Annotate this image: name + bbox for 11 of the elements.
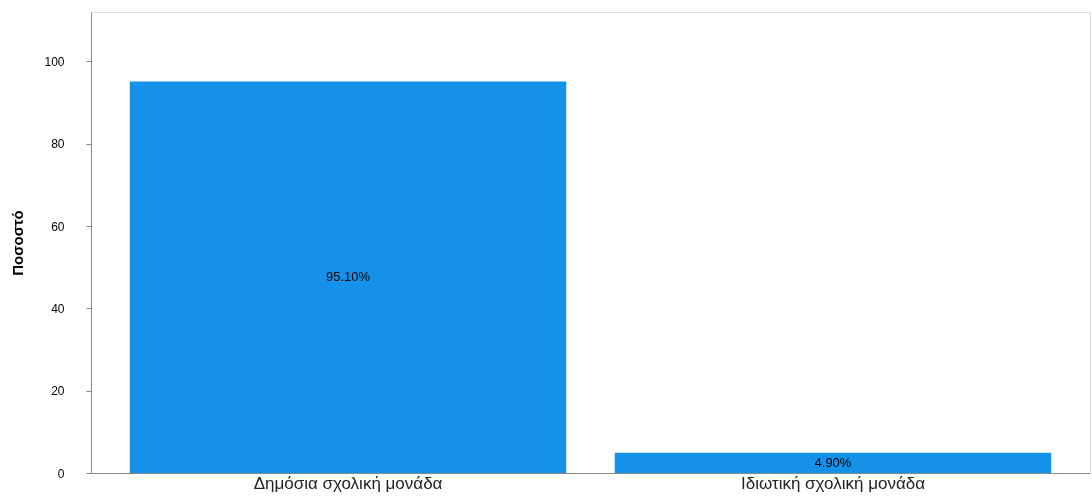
y-tick-label: 40 — [51, 301, 65, 316]
y-tick-label: 20 — [51, 384, 65, 399]
y-tick-label: 80 — [51, 137, 65, 152]
x-tick-label: Δημόσια σχολική μονάδα — [253, 473, 443, 493]
x-tick-label: Ιδιωτική σχολική μονάδα — [740, 473, 926, 493]
y-tick-label: 100 — [44, 54, 65, 69]
y-tick-label: 60 — [51, 219, 65, 234]
y-axis-title: Ποσοστό — [9, 210, 27, 276]
data-label: 95.10% — [325, 269, 371, 285]
data-label: 4.90% — [814, 454, 852, 470]
y-tick-label: 0 — [57, 466, 65, 481]
